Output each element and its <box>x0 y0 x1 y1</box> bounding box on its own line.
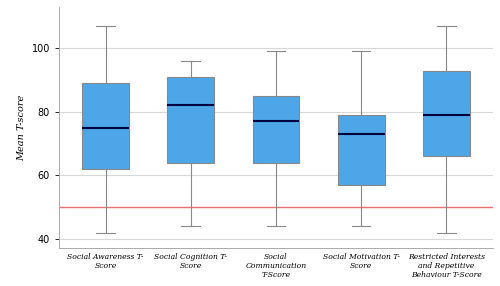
Bar <box>423 71 470 156</box>
Bar <box>168 77 214 163</box>
Bar <box>338 115 384 185</box>
Bar <box>252 96 300 163</box>
Bar <box>82 83 129 169</box>
Y-axis label: Mean T-score: Mean T-score <box>17 95 26 161</box>
